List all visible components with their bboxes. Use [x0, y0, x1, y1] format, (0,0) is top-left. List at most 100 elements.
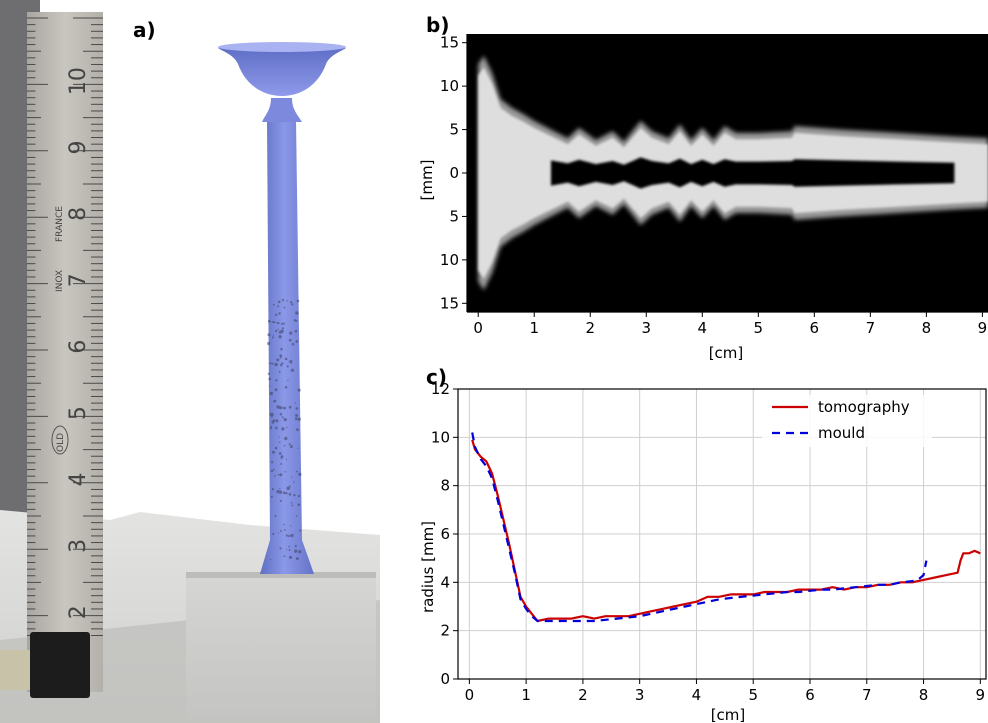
- panel-a-label: a): [133, 18, 156, 42]
- ruler-foot: [30, 632, 90, 698]
- tomography-lumen: [551, 157, 955, 189]
- surface-speckle: [277, 300, 281, 304]
- panel-b-xtick-label: 0: [473, 319, 483, 337]
- surface-speckle: [290, 301, 293, 304]
- ruler-logo-text: OLD: [56, 433, 66, 452]
- surface-speckle: [297, 388, 301, 392]
- surface-speckle: [290, 533, 294, 538]
- surface-speckle: [288, 485, 291, 488]
- panel-b-ytick-label: 15: [440, 294, 459, 312]
- surface-speckle: [285, 548, 288, 551]
- surface-speckle: [288, 360, 291, 362]
- surface-speckle: [283, 555, 286, 558]
- panel-b-tomography: b) 15 10 5 0 5 10 15 0 1 2 3 4 5 6 7 8 9 [mm] [cm]: [418, 13, 988, 362]
- panel-b-ytick-label: 10: [440, 251, 459, 269]
- surface-speckle: [267, 333, 271, 337]
- surface-speckle: [280, 357, 282, 359]
- surface-speckle: [293, 481, 295, 483]
- surface-speckle: [297, 494, 301, 498]
- surface-speckle: [285, 534, 288, 537]
- panel-c-xtick-label: 6: [805, 686, 815, 704]
- panel-a-photo: 12345678910 INOX FRANCE OLD a): [0, 0, 380, 723]
- panel-c-ytick-label: 4: [440, 573, 450, 591]
- surface-speckle: [284, 436, 288, 441]
- panel-c-xtick-label: 8: [919, 686, 929, 704]
- panel-c-label: c): [426, 365, 447, 389]
- surface-speckle: [274, 321, 276, 324]
- surface-speckle: [278, 436, 280, 438]
- surface-speckle: [280, 462, 283, 465]
- series-mould-line: [471, 432, 928, 623]
- surface-speckle: [288, 443, 291, 446]
- surface-speckle: [294, 544, 297, 548]
- panel-b-xtick-label: 8: [922, 319, 932, 337]
- surface-speckle: [279, 363, 283, 367]
- surface-speckle: [290, 525, 292, 527]
- surface-speckle: [284, 385, 288, 389]
- surface-speckle: [270, 425, 273, 428]
- surface-speckle: [295, 413, 299, 417]
- ruler-number: 9: [66, 140, 91, 154]
- surface-speckle: [279, 547, 282, 550]
- surface-speckle: [284, 357, 288, 361]
- surface-speckle: [283, 417, 287, 422]
- panel-b-xtick-label: 4: [698, 319, 708, 337]
- surface-speckle: [267, 341, 271, 346]
- mould-cup: [218, 45, 346, 96]
- surface-speckle: [275, 426, 278, 430]
- legend: tomography mould: [762, 395, 932, 447]
- surface-speckle: [298, 472, 302, 476]
- panel-c-ytick-label: 12: [431, 380, 450, 398]
- surface-speckle: [272, 334, 275, 337]
- panel-c-xtick-label: 5: [748, 686, 758, 704]
- surface-speckle: [281, 362, 284, 365]
- surface-speckle: [274, 514, 277, 517]
- surface-speckle: [280, 457, 283, 460]
- panel-b-ylabel: [mm]: [418, 160, 436, 201]
- panel-b-ytick-label: 5: [449, 207, 459, 225]
- surface-speckle: [277, 532, 280, 534]
- surface-speckle: [279, 499, 282, 502]
- surface-speckle: [296, 470, 298, 473]
- panel-c-xlabel: [cm]: [711, 706, 746, 723]
- panel-c-ylabel: radius [mm]: [419, 521, 437, 613]
- surface-speckle: [288, 405, 292, 409]
- ruler-number: 3: [66, 539, 91, 553]
- surface-speckle: [274, 313, 278, 316]
- surface-speckle: [295, 418, 297, 421]
- surface-speckle: [293, 493, 296, 497]
- surface-speckle: [269, 391, 273, 396]
- surface-speckle: [278, 330, 283, 334]
- surface-speckle: [288, 534, 291, 538]
- surface-speckle: [269, 412, 274, 417]
- surface-speckle: [278, 335, 282, 339]
- surface-speckle: [272, 419, 276, 422]
- surface-speckle: [269, 320, 272, 323]
- ruler-number: 10: [66, 67, 91, 95]
- panel-b-xtick-label: 5: [754, 319, 764, 337]
- panel-b-xtick-label: 1: [529, 319, 539, 337]
- surface-speckle: [294, 402, 296, 404]
- surface-speckle: [285, 459, 288, 461]
- surface-speckle: [291, 303, 294, 306]
- ruler-logo-icon: [51, 425, 69, 455]
- surface-speckle: [279, 406, 283, 410]
- surface-speckle: [273, 399, 277, 403]
- ruler-number: 6: [66, 340, 91, 354]
- surface-speckle: [281, 327, 285, 330]
- surface-speckle: [285, 491, 288, 495]
- surface-speckle: [299, 529, 302, 532]
- surface-speckle: [283, 306, 286, 309]
- surface-speckle: [275, 379, 278, 382]
- surface-speckle: [275, 329, 278, 333]
- surface-speckle: [290, 556, 293, 559]
- panel-c-ytick-label: 8: [440, 477, 450, 495]
- surface-speckle: [296, 428, 299, 432]
- surface-speckle: [276, 321, 279, 325]
- panel-b-ytick-label: 10: [440, 77, 459, 95]
- panel-c-ytick-label: 10: [431, 428, 450, 446]
- surface-speckle: [278, 370, 281, 373]
- surface-speckle: [270, 469, 274, 473]
- surface-speckle: [274, 446, 278, 450]
